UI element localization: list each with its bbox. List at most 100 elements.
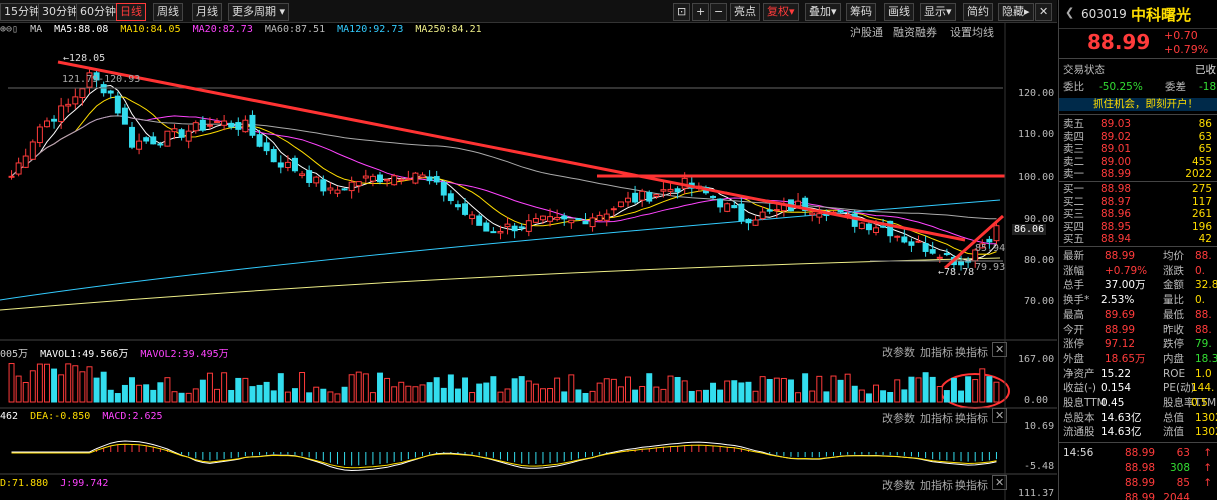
candle-body [469, 214, 476, 220]
volume-bar [752, 390, 759, 403]
macd-change-param-button[interactable]: 改参数 [882, 412, 915, 425]
kdj-change-param-button[interactable]: 改参数 [882, 479, 915, 492]
draw-button[interactable]: 画线 [884, 3, 914, 21]
macd-value: MACD:2.625 [102, 411, 163, 422]
volume-bar [185, 392, 192, 403]
candle-body [858, 222, 865, 230]
vol-switch-indicator-button[interactable]: 换指标 [955, 346, 988, 359]
kdj-close-icon[interactable]: ✕ [992, 475, 1008, 490]
volume-bar [958, 390, 965, 403]
candle-body [547, 216, 554, 222]
mavol1-value: MAVOL1:49.566万 [40, 349, 129, 360]
ask-level[interactable]: 卖一 88.99 2022 [1059, 168, 1217, 181]
chips-button[interactable]: 筹码 [846, 3, 876, 21]
volume-bar [887, 391, 894, 403]
volume-bar [837, 379, 844, 403]
candle-body [462, 203, 469, 215]
bid-level[interactable]: 买四 88.95 196 [1059, 221, 1217, 234]
open-account-promo[interactable]: 抓住机会，即刻开户！ [1059, 98, 1217, 111]
stat-label-2: ROE [1163, 367, 1186, 380]
bid-level[interactable]: 买五 88.94 42 [1059, 233, 1217, 246]
ask-level[interactable]: 卖二 89.00 455 [1059, 156, 1217, 169]
stat-label: 涨停 [1063, 338, 1084, 351]
hide-label: 隐藏 [1002, 5, 1024, 18]
volume-bar [873, 384, 879, 403]
candle-body [660, 189, 667, 192]
kdj-switch-indicator-button[interactable]: 换指标 [955, 479, 988, 492]
stat-label: 最高 [1063, 308, 1084, 321]
adjust-button[interactable]: 复权▾ [763, 3, 799, 21]
display-button[interactable]: 显示▾ [920, 3, 956, 21]
vol-change-param-button[interactable]: 改参数 [882, 346, 915, 359]
candle-body [426, 176, 433, 182]
lock-icon[interactable]: ⊡ [673, 3, 691, 21]
ma120-value: MA120:92.73 [337, 24, 404, 35]
period-more-dropdown[interactable]: 更多周期 ▾ [228, 3, 290, 21]
candle-body [943, 253, 950, 256]
candle-body [214, 120, 221, 123]
back-icon[interactable]: ❮ [1065, 6, 1075, 19]
volume-bar [589, 390, 596, 403]
vol-label: 005万 [0, 349, 29, 360]
stat-value-2: 0. [1195, 294, 1206, 307]
period-weekly[interactable]: 周线 [153, 3, 183, 21]
period-30min[interactable]: 30分钟 [38, 3, 82, 21]
ma10-value: MA10:84.05 [120, 24, 181, 35]
overlay-button[interactable]: 叠加▾ [805, 3, 841, 21]
low-marker: ←78.78 [938, 267, 975, 278]
stat-value-2: 0.5 [1191, 397, 1208, 409]
period-daily[interactable]: 日线 [116, 3, 146, 21]
volume-bar [43, 363, 50, 403]
macd-close-icon[interactable]: ✕ [992, 408, 1008, 423]
kdj-add-indicator-button[interactable]: 加指标 [920, 479, 953, 492]
bid-level[interactable]: 买一 88.98 275 [1059, 183, 1217, 196]
hk-link[interactable]: 沪股通 [850, 26, 883, 39]
bid-level[interactable]: 买二 88.97 117 [1059, 196, 1217, 209]
volume-bar [313, 386, 320, 403]
ask-level[interactable]: 卖三 89.01 65 [1059, 143, 1217, 156]
zoom-out-icon[interactable]: − [710, 3, 728, 21]
bid-volume: 261 [1191, 208, 1212, 220]
stat-value: 15.22 [1101, 367, 1132, 380]
volume-bar [398, 381, 405, 403]
bid-volume: 42 [1198, 233, 1212, 245]
candle-body [979, 243, 986, 249]
candle-body [568, 219, 575, 224]
ma-settings-link[interactable]: 设置均线 [950, 26, 994, 39]
ask-level[interactable]: 卖五 89.03 86 [1059, 118, 1217, 131]
stat-value-2: 0. [1195, 264, 1206, 277]
ma20-line [11, 115, 997, 245]
candle-body [164, 130, 171, 147]
vol-add-indicator-button[interactable]: 加指标 [920, 346, 953, 359]
last-marker: 79.93 [975, 262, 1006, 273]
ask-level[interactable]: 卖四 89.02 63 [1059, 131, 1217, 144]
bid-volume: 275 [1191, 183, 1212, 195]
macd-add-indicator-button[interactable]: 加指标 [920, 412, 953, 425]
zoom-in-icon[interactable]: + [692, 3, 710, 21]
close-icon[interactable]: ✕ [1035, 3, 1053, 21]
tick-row: 88.99 85 ↑ [1059, 477, 1217, 490]
candle-body [483, 222, 490, 232]
period-15min[interactable]: 15分钟 [0, 3, 44, 21]
stat-row: 净资产 15.22 ROE 1.0 [1059, 368, 1217, 381]
volume-bar [603, 378, 610, 403]
highlight-button[interactable]: 亮点 [730, 3, 760, 21]
macd-switch-indicator-button[interactable]: 换指标 [955, 412, 988, 425]
hide-button[interactable]: 隐藏▸ [998, 3, 1034, 21]
volume-bar [915, 377, 922, 403]
divider [1059, 181, 1217, 182]
volume-bar [277, 373, 284, 403]
volume-bar [206, 372, 213, 403]
vol-close-icon[interactable]: ✕ [992, 342, 1008, 357]
margin-link[interactable]: 融资融券 [893, 26, 937, 39]
candlestick-series [8, 69, 1000, 271]
bid-price: 88.94 [1101, 233, 1132, 245]
kline-chart[interactable] [0, 0, 1057, 500]
range-marker: 121.79-120.93 [62, 74, 141, 85]
volume-bar [554, 377, 561, 403]
simple-button[interactable]: 简约 [963, 3, 993, 21]
ask-price: 89.03 [1101, 118, 1132, 130]
bid-level[interactable]: 买三 88.96 261 [1059, 208, 1217, 221]
kdj-d-value: D:71.880 [0, 478, 49, 489]
period-monthly[interactable]: 月线 [192, 3, 222, 21]
